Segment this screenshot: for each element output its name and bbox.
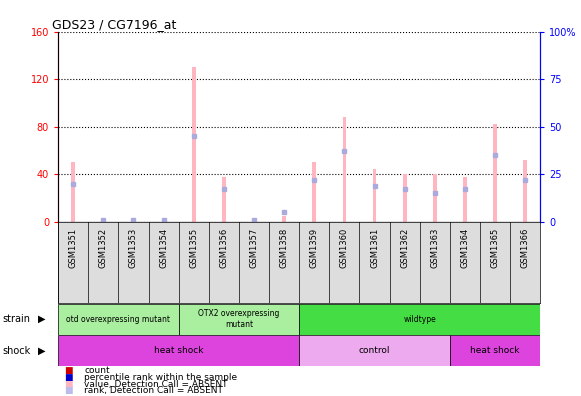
Bar <box>299 335 450 366</box>
Bar <box>343 117 346 222</box>
Text: OTX2 overexpressing
mutant: OTX2 overexpressing mutant <box>198 310 279 329</box>
Text: GSM1363: GSM1363 <box>431 227 439 268</box>
Bar <box>71 162 75 222</box>
Text: GSM1355: GSM1355 <box>189 227 198 268</box>
Text: GSM1359: GSM1359 <box>310 227 319 268</box>
Bar <box>222 177 225 222</box>
Bar <box>313 162 316 222</box>
Text: otd overexpressing mutant: otd overexpressing mutant <box>66 315 170 324</box>
Text: GSM1353: GSM1353 <box>129 227 138 268</box>
Text: GSM1352: GSM1352 <box>99 227 108 268</box>
Bar <box>403 174 407 222</box>
Text: heat shock: heat shock <box>154 346 203 355</box>
Text: GSM1362: GSM1362 <box>400 227 409 268</box>
Text: GSM1356: GSM1356 <box>220 227 228 268</box>
Bar <box>179 304 299 335</box>
Bar <box>192 67 196 222</box>
Text: control: control <box>359 346 390 355</box>
Bar <box>58 304 179 335</box>
Bar <box>523 160 527 222</box>
Bar <box>132 219 135 222</box>
Text: strain: strain <box>3 314 31 324</box>
Text: GSM1366: GSM1366 <box>521 227 530 268</box>
Bar <box>162 219 166 222</box>
Text: GSM1365: GSM1365 <box>490 227 500 268</box>
Text: ▶: ▶ <box>38 346 45 356</box>
Text: ▶: ▶ <box>38 314 45 324</box>
Text: value, Detection Call = ABSENT: value, Detection Call = ABSENT <box>84 380 228 389</box>
Bar <box>58 335 299 366</box>
Text: wildtype: wildtype <box>403 315 436 324</box>
Bar <box>493 124 497 222</box>
Bar <box>373 169 376 222</box>
Text: ■: ■ <box>64 373 73 382</box>
Bar <box>450 335 540 366</box>
Text: GSM1361: GSM1361 <box>370 227 379 268</box>
Bar <box>463 177 467 222</box>
Text: ■: ■ <box>64 386 73 395</box>
Text: heat shock: heat shock <box>471 346 520 355</box>
Text: ■: ■ <box>64 366 73 375</box>
Bar <box>282 216 286 222</box>
Text: GSM1360: GSM1360 <box>340 227 349 268</box>
Text: GSM1354: GSM1354 <box>159 227 168 268</box>
Text: GSM1357: GSM1357 <box>249 227 259 268</box>
Text: shock: shock <box>3 346 31 356</box>
Text: count: count <box>84 366 110 375</box>
Bar <box>102 219 105 222</box>
Text: GSM1351: GSM1351 <box>69 227 78 268</box>
Text: GDS23 / CG7196_at: GDS23 / CG7196_at <box>52 18 177 31</box>
Text: GSM1358: GSM1358 <box>279 227 289 268</box>
Text: ■: ■ <box>64 380 73 389</box>
Bar <box>252 219 256 222</box>
Bar <box>299 304 540 335</box>
Text: rank, Detection Call = ABSENT: rank, Detection Call = ABSENT <box>84 386 223 395</box>
Text: GSM1364: GSM1364 <box>461 227 469 268</box>
Text: percentile rank within the sample: percentile rank within the sample <box>84 373 238 382</box>
Bar <box>433 174 437 222</box>
